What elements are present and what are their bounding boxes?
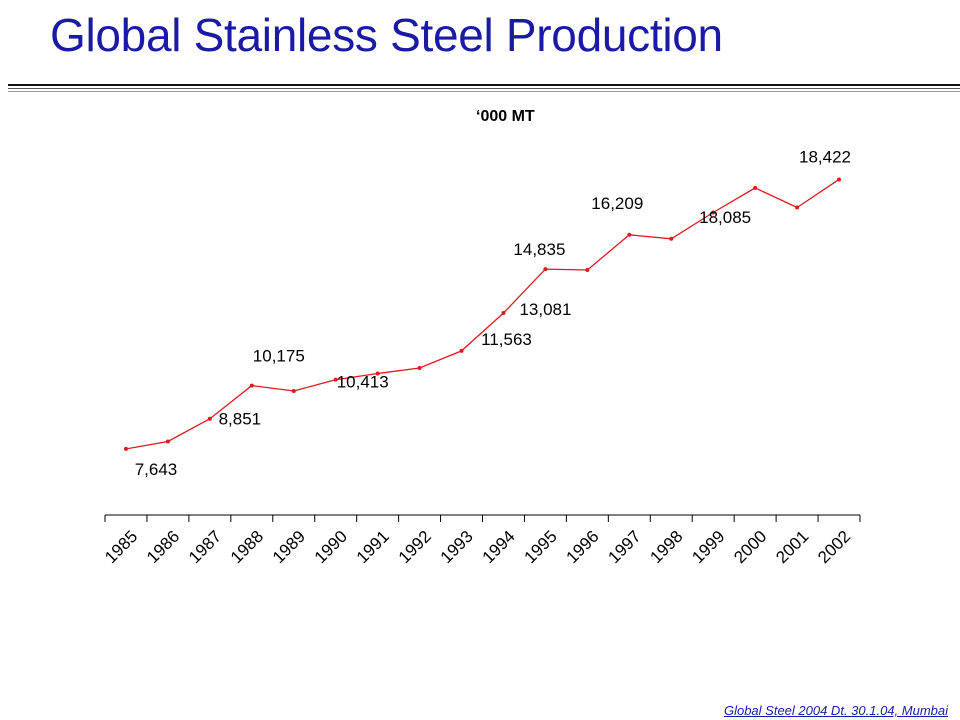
data-point [459,348,464,353]
x-tick-label: 2001 [772,527,812,567]
data-label: 10,175 [253,347,305,366]
x-tick-label: 1994 [479,527,519,567]
x-tick-label: 2002 [814,527,854,567]
data-point [249,383,254,388]
x-tick-label: 1993 [437,527,477,567]
x-tick-label: 1992 [395,527,435,567]
data-point [627,232,632,237]
data-point [417,366,422,370]
title-divider-faint [8,91,960,92]
data-label: 7,643 [135,460,178,479]
data-point [585,268,590,272]
title-divider-thin [8,88,960,89]
data-point [837,177,842,182]
x-tick-label: 1985 [101,527,141,567]
data-point [291,389,296,393]
x-tick-label: 1990 [311,527,351,567]
data-label: 16,209 [591,194,643,213]
data-point [711,210,716,215]
x-tick-label: 2000 [730,527,770,567]
x-tick-label: 1989 [269,527,309,567]
x-tick-label: 1987 [185,527,225,567]
slide-title: Global Stainless Steel Production [50,9,723,61]
data-label: 8,851 [219,410,262,429]
data-point [165,439,170,444]
data-point [543,267,548,272]
data-point [375,371,380,376]
x-tick-label: 1986 [143,527,183,567]
x-tick-label: 1988 [227,527,267,567]
data-point [669,236,674,241]
unit-label: ‘000 MT [476,108,535,125]
title-divider [8,84,960,86]
data-label: 11,563 [481,330,532,349]
data-label: 14,835 [513,240,565,259]
x-tick-label: 1999 [688,527,728,567]
data-point [753,185,758,190]
series-line [125,178,840,450]
data-point [795,205,800,210]
data-label: 18,422 [799,147,851,166]
data-label: 13,081 [519,300,571,319]
line-chart: 1985 1986 1987 1988 1989 1990 1991 1992 1993 1994… [101,147,861,567]
data-point [207,416,212,421]
x-tick-label: 1997 [604,527,644,567]
source-footer[interactable]: Global Steel 2004 Dt. 30.1.04, Mumbai [723,703,948,718]
x-tick-label: 1998 [646,527,686,567]
x-tick-label: 1996 [562,527,602,567]
data-label: 18,085 [699,208,751,227]
data-point [333,377,338,382]
data-point [501,310,506,315]
data-label: 10,413 [337,373,389,392]
data-point [123,446,128,451]
x-tick-label: 1991 [353,527,393,567]
x-tick-label: 1995 [521,527,561,567]
